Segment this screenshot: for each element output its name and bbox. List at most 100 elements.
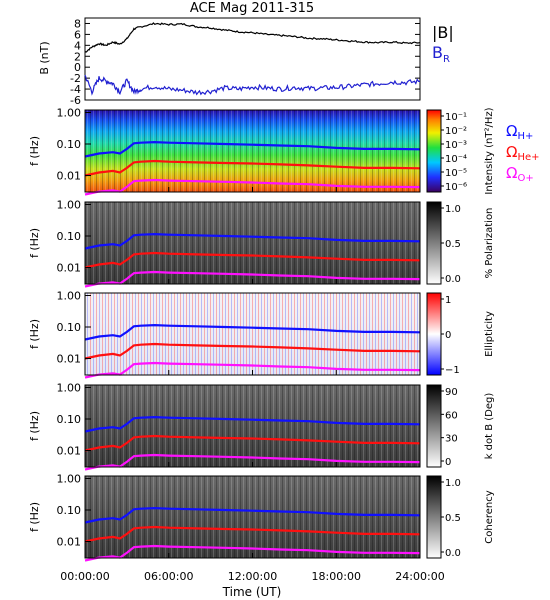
colorbar-tick-label: 10⁻³ — [445, 140, 467, 151]
gyro-line-h — [84, 506, 421, 524]
legend-omega-h: ΩH+ — [506, 122, 533, 142]
colorbar-tick-label: 30 — [445, 434, 458, 445]
colorbar-tick-label: 10⁻⁴ — [445, 154, 467, 165]
mag-y-tick-label: 2 — [74, 50, 81, 63]
colorbar-tick-label: 0.5 — [445, 513, 461, 524]
freq-tick-label: 0.01 — [57, 536, 82, 549]
mag-y-tick-label: -2 — [70, 72, 81, 85]
panel-polarization-texture — [85, 202, 420, 284]
colorbar-tick-label: 0 — [445, 330, 451, 341]
panel-kdotb: 1.00 0.10 0.01 f (Hz) 90 60 30 0 k dot B (Deg) — [28, 381, 495, 471]
chart-title: ACE Mag 2011-315 — [190, 1, 314, 16]
freq-tick-label: 1.00 — [57, 106, 82, 119]
gyro-line-he — [84, 159, 421, 177]
colorbar-label-kdotb: k dot B (Deg) — [484, 393, 495, 460]
freq-tick-label: 0.10 — [57, 230, 82, 243]
time-tick-label: 06:00:00 — [144, 570, 193, 583]
colorbar-tick-label: 10⁻¹ — [445, 112, 467, 123]
gyro-line-he — [84, 342, 421, 360]
colorbar-label-intensity: Intensity (nT²/Hz) — [484, 107, 495, 194]
time-axis: 00:00:00 06:00:00 12:00:00 18:00:00 24:00:00 — [60, 570, 444, 583]
colorbar-ellipticity — [426, 292, 442, 376]
freq-axis-label: f (Hz) — [28, 502, 41, 532]
gyro-line-h — [84, 232, 421, 250]
legend-omega-he-text: Ω — [506, 143, 517, 161]
colorbar-tick-label: 10⁻² — [445, 126, 467, 137]
colorbar-tick-label: 90 — [445, 387, 458, 398]
legend-omega-he-sub: He+ — [517, 152, 539, 163]
x-axis-label: Time (UT) — [222, 585, 282, 599]
legend-omega-h-sub: H+ — [517, 131, 533, 142]
freq-tick-label: 0.01 — [57, 170, 82, 183]
colorbar-label-polarization: % Polarization — [484, 208, 495, 279]
gyro-line-o — [84, 453, 421, 471]
mag-y-tick-label: 8 — [74, 17, 81, 30]
freq-axis-label: f (Hz) — [28, 411, 41, 441]
gyro-line-he — [84, 434, 421, 452]
gyro-line-he — [84, 251, 421, 269]
colorbar-intensity — [426, 109, 442, 193]
colorbar-tick-label: −1 — [445, 365, 460, 376]
freq-tick-label: 1.00 — [57, 198, 82, 211]
time-tick-label: 24:00:00 — [395, 570, 444, 583]
gyro-line-h — [84, 323, 421, 341]
legend-omega-he: ΩHe+ — [506, 143, 540, 163]
gyro-line-o — [84, 361, 421, 379]
panel-ellipticity-texture — [85, 293, 420, 375]
panel-intensity-texture — [85, 110, 420, 192]
series-line-b-mag — [84, 22, 421, 53]
colorbar-label-ellipticity: Ellipticity — [484, 311, 495, 357]
colorbar-label-coherency: Coherency — [484, 490, 495, 543]
gyro-line-h — [84, 140, 421, 158]
freq-tick-label: 1.00 — [57, 381, 82, 394]
time-tick-label: 12:00:00 — [228, 570, 277, 583]
colorbar-tick-label: 0.0 — [445, 548, 461, 559]
mag-y-label-text: B (nT) — [38, 41, 51, 74]
gyro-line-he — [84, 525, 421, 543]
gyro-line-o — [84, 270, 421, 288]
freq-tick-label: 0.01 — [57, 353, 82, 366]
legend-omega-o: ΩO+ — [506, 164, 534, 184]
mag-series — [84, 22, 421, 96]
panel-ellipticity: 1.00 0.10 0.01 f (Hz) 1 0 −1 Ellipticity — [28, 289, 495, 379]
colorbar-tick-label: 0.5 — [445, 239, 461, 250]
colorbar-tick-label: 1.0 — [445, 478, 461, 489]
freq-tick-label: 0.10 — [57, 138, 82, 151]
colorbar-tick-label: 10⁻⁵ — [445, 168, 467, 179]
colorbar-kdotb — [426, 384, 442, 468]
panel-coherency-texture — [85, 476, 420, 558]
mag-panel-frame — [84, 17, 421, 101]
freq-tick-label: 0.10 — [57, 413, 82, 426]
time-tick-label: 00:00:00 — [60, 570, 109, 583]
panel-coherency: 1.00 0.10 0.01 f (Hz) 1.0 0.5 0.0 Coherency — [28, 472, 495, 562]
freq-tick-label: 0.10 — [57, 321, 82, 334]
colorbar-tick-label: 0 — [445, 457, 451, 468]
mag-y-label: B (nT) — [38, 41, 51, 74]
legend-omega-o-text: Ω — [506, 164, 517, 182]
legend-b-r: BR — [432, 43, 450, 65]
freq-tick-label: 0.01 — [57, 262, 82, 275]
panel-kdotb-texture — [85, 385, 420, 467]
legend-b-mag: |B| — [432, 23, 454, 42]
colorbar-tick-label: 0.0 — [445, 274, 461, 285]
colorbar-tick-label: 1.0 — [445, 204, 461, 215]
legend-omega-o-sub: O+ — [517, 173, 533, 184]
colorbar-coherency — [426, 475, 442, 559]
gyro-line-h — [84, 415, 421, 433]
mag-y-tick-label: -4 — [70, 83, 81, 96]
freq-axis-label: f (Hz) — [28, 228, 41, 258]
colorbar-tick-label: 10⁻⁶ — [445, 182, 467, 193]
series-line-b-r — [84, 74, 420, 96]
mag-y-tick-label: -6 — [70, 94, 81, 107]
freq-tick-label: 0.10 — [57, 504, 82, 517]
legend-omega-h-text: Ω — [506, 122, 517, 140]
freq-tick-label: 0.01 — [57, 445, 82, 458]
freq-axis-label: f (Hz) — [28, 136, 41, 166]
panel-intensity: 1.00 0.10 0.01 f (Hz) 10⁻¹ 10⁻² 10⁻³ 10⁻⁴ 10⁻⁵ 10… — [28, 106, 495, 196]
mag-y-tick-label: 6 — [74, 28, 81, 41]
freq-tick-label: 1.00 — [57, 289, 82, 302]
spectral-panels: 1.000.100.01f (Hz)10⁻¹10⁻²10⁻³10⁻⁴10⁻⁵10… — [28, 106, 495, 562]
gyro-legend: ΩH+ ΩHe+ ΩO+ — [506, 122, 540, 184]
mag-y-tick-label: 4 — [74, 39, 81, 52]
